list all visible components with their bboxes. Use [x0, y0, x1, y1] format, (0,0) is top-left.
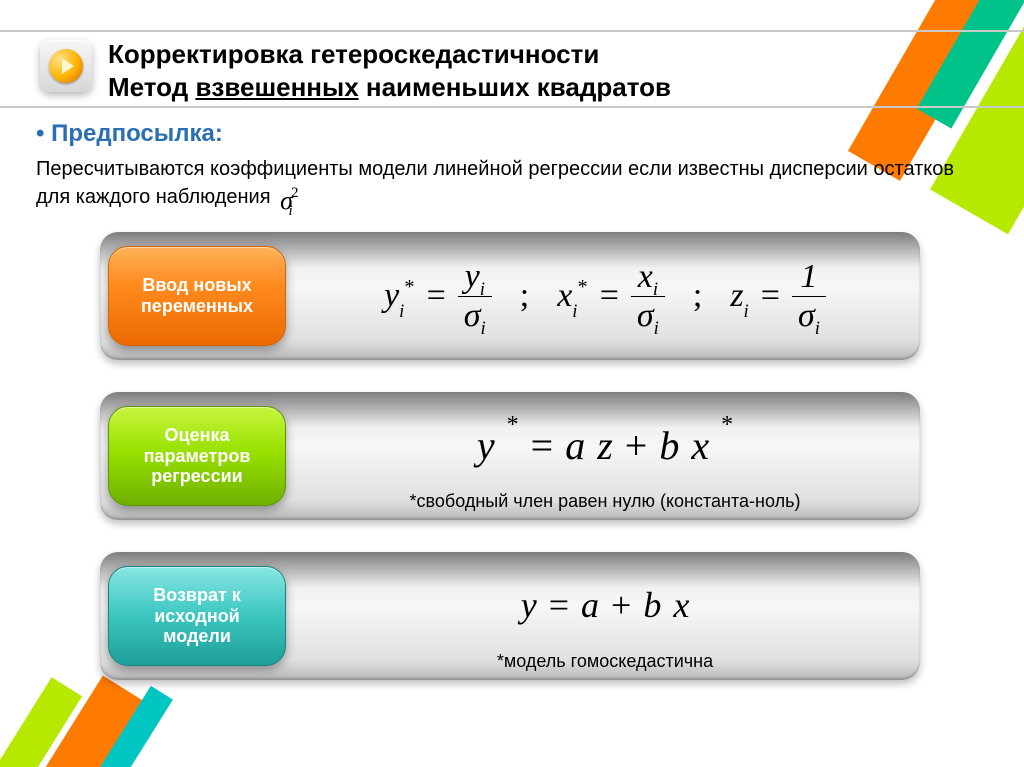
arrow-icon [40, 40, 92, 92]
premise-body: Пересчитываются коэффициенты модели лине… [36, 156, 964, 218]
title-line-2: Метод взвешенных наименьших квадратов [108, 71, 984, 104]
step-formula-1: yi* = yiσi;xi* = xiσi;zi = 1σi [310, 232, 900, 360]
step-lozenge-2: Оценка параметров регрессии [108, 406, 286, 506]
step-row: Возврат к исходной модели y = a + bx *мо… [100, 552, 920, 680]
step-note: *свободный член равен нулю (константа-но… [310, 491, 900, 512]
steps-container: Ввод новых переменных yi* = yiσi;xi* = x… [100, 232, 920, 712]
step-label: Возврат к исходной модели [119, 585, 275, 647]
divider-under-title [0, 106, 1024, 108]
step-note: *модель гомоскедастична [310, 651, 900, 672]
step-lozenge-1: Ввод новых переменных [108, 246, 286, 346]
title-line-1: Корректировка гетероскедастичности [108, 38, 984, 71]
step-label: Оценка параметров регрессии [119, 425, 275, 487]
step-label: Ввод новых переменных [119, 275, 275, 316]
divider-top [0, 30, 1024, 32]
sigma-symbol: σ2i [280, 183, 305, 218]
step-lozenge-3: Возврат к исходной модели [108, 566, 286, 666]
premise-label: Предпосылка: [36, 120, 223, 148]
page-title: Корректировка гетероскедастичности Метод… [108, 38, 984, 103]
step-row: Ввод новых переменных yi* = yiσi;xi* = x… [100, 232, 920, 360]
step-row: Оценка параметров регрессии y* = az + bx… [100, 392, 920, 520]
